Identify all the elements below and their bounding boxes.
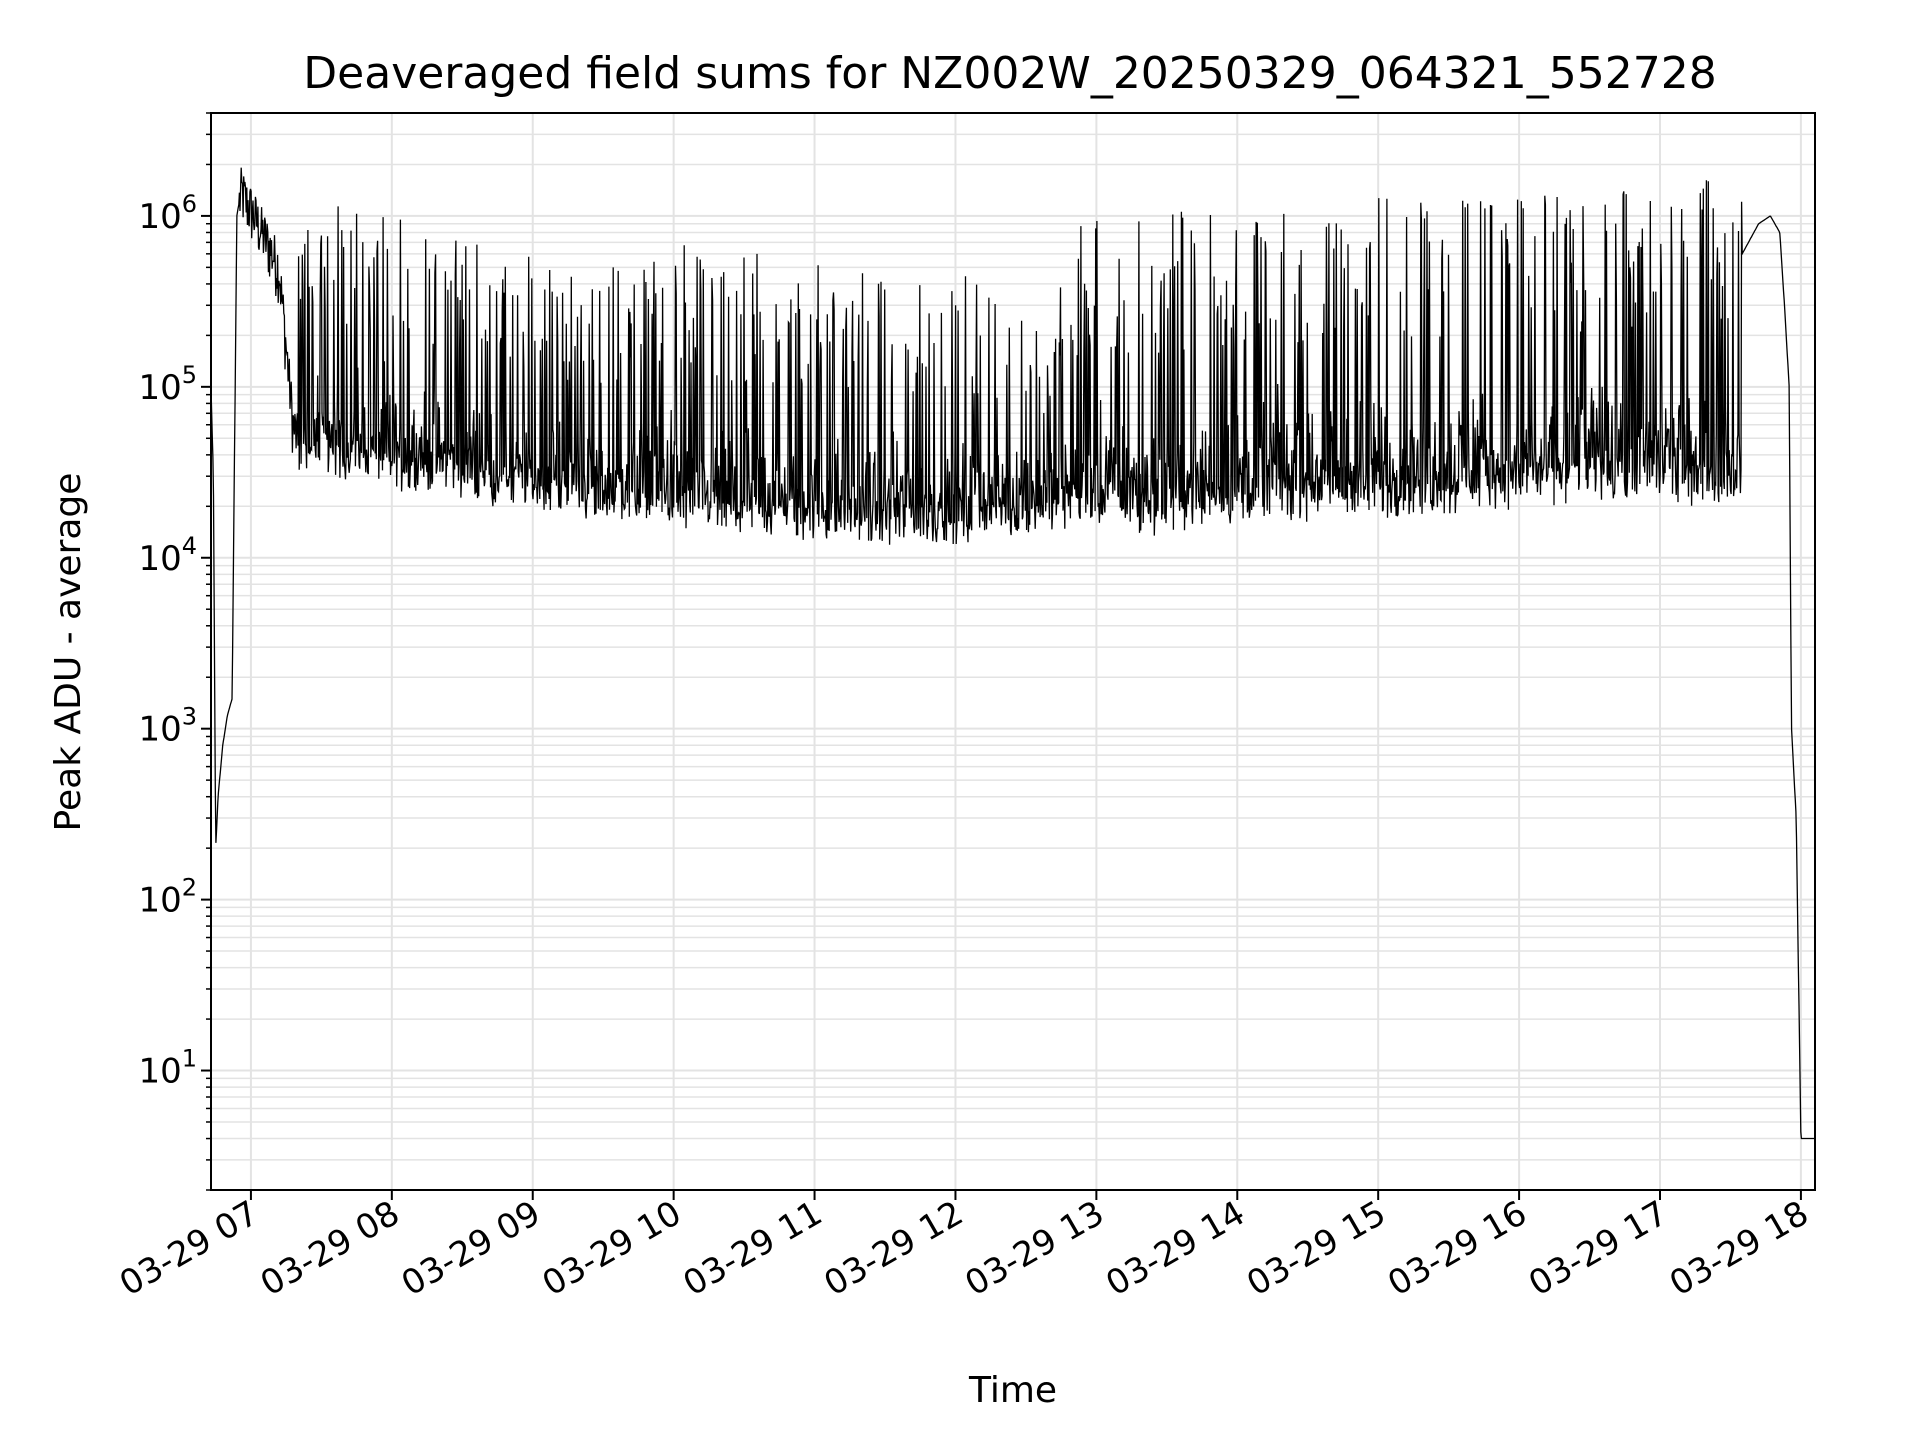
x-tick-label: 03-29 10 [536,1193,688,1304]
grid [211,112,1815,1191]
x-tick-label: 03-29 15 [1240,1193,1392,1304]
data-series [210,167,1815,1140]
x-tick-label: 03-29 18 [1663,1193,1815,1304]
x-axis-label: Time [968,1370,1057,1411]
x-tick-label: 03-29 14 [1099,1193,1251,1304]
y-axis: 101 102 103 104 105 106 [138,112,211,1191]
y-tick-label: 105 [138,361,197,408]
x-tick-label: 03-29 11 [677,1193,829,1304]
series-line [210,167,1815,1140]
x-tick-label: 03-29 12 [818,1193,970,1304]
plot-frame [210,112,1816,1191]
x-tick-label: 03-29 09 [395,1193,547,1304]
y-tick-label: 103 [138,703,197,750]
chart-title: Deaveraged field sums for NZ002W_2025032… [303,48,1716,99]
y-tick-label: 106 [138,190,197,237]
x-tick-label: 03-29 13 [958,1193,1110,1304]
y-tick-label: 101 [138,1045,197,1092]
y-axis-label: Peak ADU - average [48,473,89,832]
x-tick-label: 03-29 07 [113,1193,265,1304]
y-tick-label: 104 [138,532,197,579]
x-tick-label: 03-29 17 [1522,1193,1674,1304]
x-tick-label: 03-29 08 [254,1193,406,1304]
y-tick-label: 102 [138,874,197,921]
x-tick-label: 03-29 16 [1381,1193,1533,1304]
